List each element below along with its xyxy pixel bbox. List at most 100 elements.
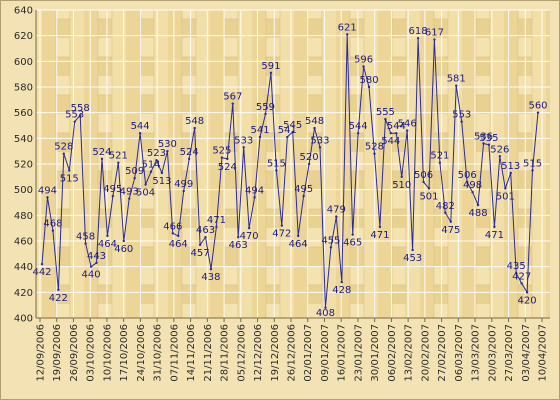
data-label: 499 <box>174 179 193 190</box>
x-tick-label: 21/11/2006 <box>203 324 214 382</box>
data-label: 567 <box>223 92 242 103</box>
data-label: 513 <box>152 176 171 187</box>
data-label: 506 <box>414 170 433 181</box>
x-tick-label: 20/02/2007 <box>420 324 431 382</box>
data-point <box>438 161 442 164</box>
data-point <box>100 157 104 161</box>
data-label: 544 <box>349 121 368 132</box>
data-point <box>302 194 305 198</box>
data-label: 541 <box>278 125 297 136</box>
data-point <box>209 268 213 271</box>
x-tick-label: 10/04/2007 <box>538 324 549 382</box>
x-tick-label: 17/10/2006 <box>119 324 130 382</box>
x-tick-label: 03/04/2007 <box>521 324 532 382</box>
data-point <box>198 243 202 247</box>
data-label: 453 <box>403 253 422 264</box>
data-label: 548 <box>305 116 324 127</box>
y-tick-label: 500 <box>14 185 33 196</box>
data-point <box>476 203 480 207</box>
data-label: 475 <box>441 225 460 236</box>
data-label: 506 <box>458 170 477 181</box>
data-label: 420 <box>518 295 537 306</box>
data-point <box>422 180 425 184</box>
data-label: 458 <box>76 232 95 243</box>
data-label: 533 <box>310 135 329 146</box>
data-label: 498 <box>463 180 482 191</box>
data-label: 553 <box>452 110 471 121</box>
data-point <box>362 65 365 68</box>
data-point <box>258 135 262 139</box>
data-point <box>220 156 224 159</box>
data-point <box>204 235 207 239</box>
y-tick-label: 400 <box>14 314 33 325</box>
data-label: 479 <box>327 205 346 216</box>
data-point <box>471 191 474 194</box>
data-point <box>155 158 158 162</box>
data-point <box>138 132 142 135</box>
y-tick-label: 580 <box>14 83 33 94</box>
data-point <box>378 225 382 229</box>
data-point <box>340 280 343 284</box>
data-label: 515 <box>523 158 542 169</box>
data-label: 471 <box>207 215 226 226</box>
data-point <box>531 169 534 172</box>
data-point <box>160 171 164 175</box>
data-label: 513 <box>501 161 520 172</box>
data-label: 493 <box>120 187 139 198</box>
x-tick-label: 06/03/2007 <box>454 324 465 382</box>
data-label: 544 <box>387 121 406 132</box>
data-label: 464 <box>289 239 308 250</box>
x-tick-label: 13/02/2007 <box>404 324 415 382</box>
data-point <box>253 196 256 199</box>
data-point <box>62 152 66 155</box>
y-tick-label: 480 <box>14 211 33 222</box>
x-tick-label: 20/03/2007 <box>487 324 498 382</box>
data-point <box>384 117 387 121</box>
data-point <box>171 232 175 235</box>
x-tick-label: 27/03/2007 <box>504 324 515 382</box>
x-tick-label: 23/01/2007 <box>353 324 364 382</box>
data-label: 546 <box>398 119 417 130</box>
data-point <box>373 152 376 155</box>
y-tick-label: 620 <box>14 31 33 42</box>
data-point <box>465 180 469 184</box>
data-point <box>405 129 409 132</box>
data-point <box>187 157 191 161</box>
data-label: 515 <box>267 158 286 169</box>
data-point <box>416 37 420 40</box>
data-point <box>296 234 300 238</box>
data-label: 443 <box>87 251 106 262</box>
data-label: 521 <box>109 151 128 162</box>
data-label: 428 <box>332 285 351 296</box>
data-label: 581 <box>447 74 466 85</box>
data-point <box>460 120 463 123</box>
data-point <box>313 126 316 130</box>
x-tick-label: 14/11/2006 <box>186 324 197 382</box>
data-point <box>106 234 109 238</box>
data-label: 621 <box>338 22 357 33</box>
data-label: 463 <box>196 225 215 236</box>
data-point <box>307 162 311 166</box>
data-label: 523 <box>147 148 166 159</box>
data-point <box>482 142 485 145</box>
data-point <box>444 211 447 214</box>
x-tick-label: 06/02/2007 <box>387 324 398 382</box>
data-point <box>504 187 507 190</box>
x-tick-label: 27/02/2007 <box>437 324 448 382</box>
data-label: 460 <box>114 244 133 255</box>
data-label: 509 <box>125 166 144 177</box>
data-point <box>509 171 512 175</box>
x-tick-label: 16/01/2007 <box>337 324 348 382</box>
data-point <box>346 33 349 36</box>
y-tick-label: 460 <box>14 237 33 248</box>
data-point <box>455 84 458 87</box>
data-point <box>89 265 93 268</box>
data-point <box>226 157 229 161</box>
y-tick-label: 600 <box>14 57 33 68</box>
data-label: 466 <box>163 221 182 232</box>
x-tick-label: 30/01/2007 <box>370 324 381 382</box>
data-point <box>84 242 87 245</box>
data-label: 455 <box>321 235 340 246</box>
x-tick-label: 31/10/2006 <box>153 324 164 382</box>
